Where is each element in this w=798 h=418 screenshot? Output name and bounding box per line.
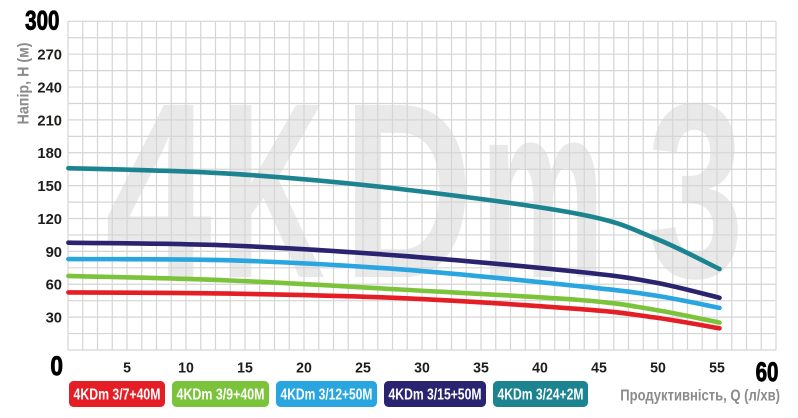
svg-text:35: 35 — [473, 360, 489, 377]
svg-text:Продуктивність, Q (л/хв): Продуктивність, Q (л/хв) — [620, 388, 780, 405]
svg-text:4: 4 — [105, 52, 212, 331]
svg-text:3: 3 — [647, 51, 744, 331]
svg-text:210: 210 — [37, 112, 62, 129]
svg-text:90: 90 — [46, 244, 62, 261]
svg-text:4KDm 3/9+40M: 4KDm 3/9+40M — [177, 385, 265, 403]
svg-text:240: 240 — [37, 79, 62, 96]
svg-text:10: 10 — [178, 360, 194, 377]
svg-text:4KDm 3/12+50M: 4KDm 3/12+50M — [281, 385, 373, 403]
svg-text:K: K — [221, 52, 325, 331]
svg-text:5: 5 — [123, 360, 131, 377]
svg-text:300: 300 — [25, 6, 59, 36]
svg-text:55: 55 — [709, 360, 725, 377]
svg-text:25: 25 — [355, 360, 371, 377]
svg-text:270: 270 — [37, 46, 62, 63]
svg-text:60: 60 — [46, 277, 62, 294]
svg-text:20: 20 — [296, 360, 312, 377]
svg-text:4KDm 3/15+50M: 4KDm 3/15+50M — [389, 385, 482, 403]
svg-text:4KDm 3/7+40M: 4KDm 3/7+40M — [74, 385, 161, 403]
svg-text:0: 0 — [50, 351, 63, 381]
svg-text:15: 15 — [237, 360, 253, 377]
svg-text:Напір, H (м): Напір, H (м) — [16, 42, 33, 124]
svg-text:180: 180 — [37, 145, 62, 162]
svg-text:40: 40 — [532, 360, 548, 377]
svg-text:150: 150 — [37, 178, 62, 195]
svg-text:120: 120 — [37, 211, 62, 228]
svg-text:30: 30 — [46, 309, 62, 326]
svg-text:30: 30 — [414, 360, 430, 377]
svg-text:50: 50 — [650, 360, 666, 377]
svg-text:45: 45 — [591, 360, 607, 377]
svg-text:60: 60 — [756, 357, 779, 387]
svg-text:4KDm 3/24+2M: 4KDm 3/24+2M — [498, 385, 584, 403]
